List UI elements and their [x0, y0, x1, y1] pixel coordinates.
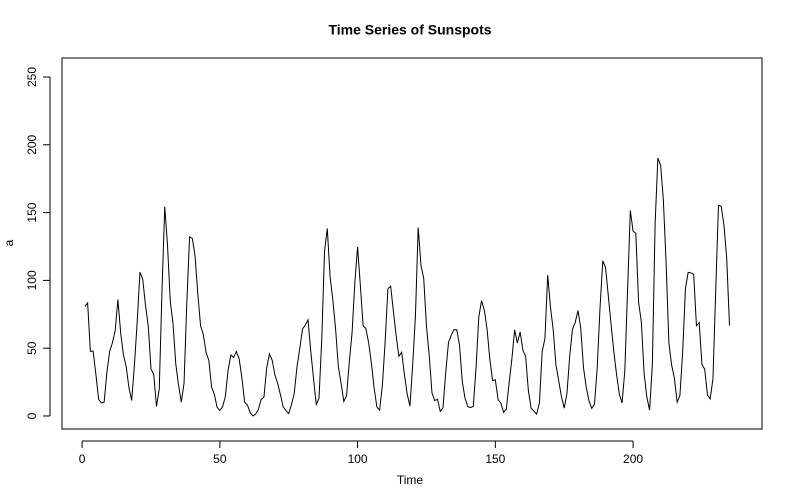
y-tick-label: 100 — [25, 270, 39, 290]
x-tick-label: 200 — [623, 452, 643, 466]
y-tick-label: 50 — [25, 341, 39, 355]
series-line — [84, 157, 730, 417]
y-tick-label: 250 — [25, 67, 39, 87]
x-tick-label: 0 — [79, 452, 86, 466]
y-axis-label: a — [2, 239, 16, 246]
y-tick-label: 0 — [25, 412, 39, 419]
plot-frame — [61, 57, 763, 430]
x-tick-label: 150 — [485, 452, 505, 466]
y-tick-label: 150 — [25, 202, 39, 222]
x-tick-label: 50 — [213, 452, 227, 466]
y-tick-label: 200 — [25, 134, 39, 154]
chart-title: Time Series of Sunspots — [328, 22, 491, 38]
x-tick-label: 100 — [348, 452, 368, 466]
x-axis-label: Time — [397, 473, 424, 487]
